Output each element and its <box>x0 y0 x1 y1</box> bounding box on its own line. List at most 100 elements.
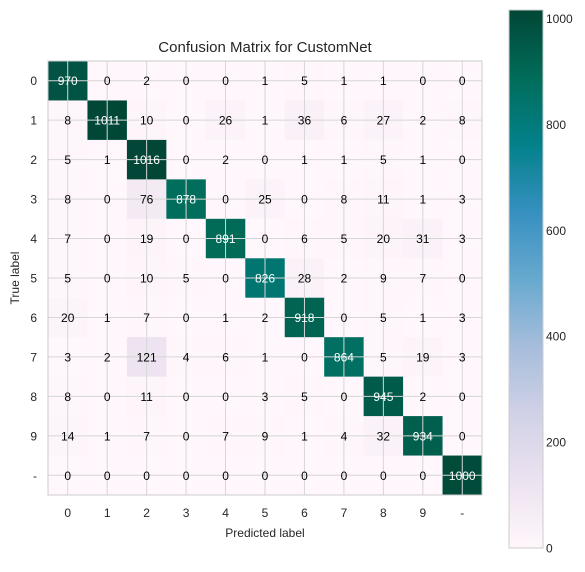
cell-value-0-7: 1 <box>341 74 348 88</box>
cell-value-8-8: 945 <box>373 390 393 404</box>
x-tick-label-0: 0 <box>64 506 71 520</box>
x-tick-label-8: 8 <box>380 506 387 520</box>
x-tick-label-10: - <box>460 506 464 520</box>
y-tick-label-2: 2 <box>30 153 37 167</box>
cell-value-1-8: 27 <box>377 114 391 128</box>
cell-value-9-6: 1 <box>301 429 308 443</box>
cell-value-9-5: 9 <box>262 429 269 443</box>
cell-value-0-8: 1 <box>380 74 387 88</box>
cell-value-1-2: 10 <box>140 114 154 128</box>
x-tick-label-4: 4 <box>222 506 229 520</box>
y-tick-label-5: 5 <box>30 272 37 286</box>
cell-value-0-1: 0 <box>104 74 111 88</box>
cell-value-2-0: 5 <box>64 153 71 167</box>
y-tick-label-3: 3 <box>30 193 37 207</box>
cell-value-4-1: 0 <box>104 232 111 246</box>
cell-value-1-3: 0 <box>183 114 190 128</box>
cell-value-5-4: 0 <box>222 272 229 286</box>
cell-value-5-3: 5 <box>183 272 190 286</box>
x-tick-label-9: 9 <box>419 506 426 520</box>
cell-value-7-1: 2 <box>104 350 111 364</box>
cell-value-5-10: 0 <box>459 272 466 286</box>
x-tick-label-6: 6 <box>301 506 308 520</box>
cell-value-7-3: 4 <box>183 350 190 364</box>
cell-value-7-4: 6 <box>222 350 229 364</box>
cell-value-6-2: 7 <box>143 311 150 325</box>
cell-value-5-9: 7 <box>419 272 426 286</box>
cell-value-4-8: 20 <box>377 232 391 246</box>
plot-frame <box>47 60 483 496</box>
y-axis-label: True label <box>8 252 22 305</box>
cell-value-1-10: 8 <box>459 114 466 128</box>
x-tick-label-7: 7 <box>341 506 348 520</box>
x-tick-label-5: 5 <box>262 506 269 520</box>
cell-value-10-4: 0 <box>222 469 229 483</box>
cell-value-2-5: 0 <box>262 153 269 167</box>
cell-value-1-4: 26 <box>219 114 233 128</box>
cell-value-4-7: 5 <box>341 232 348 246</box>
cell-value-10-9: 0 <box>419 469 426 483</box>
cell-value-10-7: 0 <box>341 469 348 483</box>
cell-value-5-8: 9 <box>380 272 387 286</box>
x-tick-label-3: 3 <box>183 506 190 520</box>
cell-value-6-0: 20 <box>61 311 75 325</box>
cell-value-0-10: 0 <box>459 74 466 88</box>
cell-value-labels: 970 0 2 0 0 1 5 1 1 0 08 1011 10 0 26 1 36 6 27 2 85 1 1016 0 2 0… <box>58 74 476 483</box>
cell-value-9-3: 0 <box>183 429 190 443</box>
colorbar-tick-label-4: 800 <box>546 118 566 132</box>
cell-value-10-1: 0 <box>104 469 111 483</box>
cell-value-10-5: 0 <box>262 469 269 483</box>
cell-value-3-6: 0 <box>301 193 308 207</box>
cell-value-3-0: 8 <box>64 193 71 207</box>
cell-value-9-9: 934 <box>413 429 433 443</box>
cell-value-4-5: 0 <box>262 232 269 246</box>
cell-value-2-8: 5 <box>380 153 387 167</box>
cell-value-8-6: 5 <box>301 390 308 404</box>
cell-value-8-1: 0 <box>104 390 111 404</box>
colorbar-tick-label-2: 400 <box>546 330 566 344</box>
colorbar-tick-label-0: 0 <box>546 542 553 556</box>
colorbar-tick-label-1: 200 <box>546 436 566 450</box>
y-tick-label-7: 7 <box>30 350 37 364</box>
cell-value-8-7: 0 <box>341 390 348 404</box>
cell-value-5-7: 2 <box>341 272 348 286</box>
cell-value-7-6: 0 <box>301 350 308 364</box>
cell-value-3-4: 0 <box>222 193 229 207</box>
x-tick-label-2: 2 <box>143 506 150 520</box>
cell-value-4-9: 31 <box>416 232 430 246</box>
cell-value-8-10: 0 <box>459 390 466 404</box>
cell-value-0-5: 1 <box>262 74 269 88</box>
cell-value-8-3: 0 <box>183 390 190 404</box>
cell-value-8-2: 11 <box>140 390 153 404</box>
cell-value-5-1: 0 <box>104 272 111 286</box>
cell-value-6-6: 918 <box>294 311 314 325</box>
y-tick-label-6: 6 <box>30 311 37 325</box>
cell-value-2-2: 1016 <box>133 153 160 167</box>
cell-value-2-7: 1 <box>341 153 348 167</box>
cell-value-10-2: 0 <box>143 469 150 483</box>
cell-value-9-10: 0 <box>459 429 466 443</box>
cell-value-2-9: 1 <box>419 153 426 167</box>
cell-value-0-3: 0 <box>183 74 190 88</box>
cell-value-2-6: 1 <box>301 153 308 167</box>
cell-value-0-9: 0 <box>419 74 426 88</box>
cell-value-5-2: 10 <box>140 272 154 286</box>
cell-value-7-8: 5 <box>380 350 387 364</box>
cell-value-4-4: 891 <box>216 232 236 246</box>
cell-value-2-3: 0 <box>183 153 190 167</box>
cell-value-3-7: 8 <box>341 193 348 207</box>
x-axis-label: Predicted label <box>225 526 304 540</box>
cell-value-10-8: 0 <box>380 469 387 483</box>
colorbar <box>508 9 544 549</box>
cell-value-8-9: 2 <box>419 390 426 404</box>
cell-value-1-9: 2 <box>419 114 426 128</box>
cell-value-7-0: 3 <box>64 350 71 364</box>
cell-value-0-2: 2 <box>143 74 150 88</box>
cell-value-1-1: 1011 <box>94 114 120 128</box>
y-tick-label-10: - <box>33 469 37 483</box>
cell-value-6-8: 5 <box>380 311 387 325</box>
cell-value-2-1: 1 <box>104 153 111 167</box>
cell-value-6-3: 0 <box>183 311 190 325</box>
cell-value-9-0: 14 <box>61 429 75 443</box>
cell-value-4-10: 3 <box>459 232 466 246</box>
